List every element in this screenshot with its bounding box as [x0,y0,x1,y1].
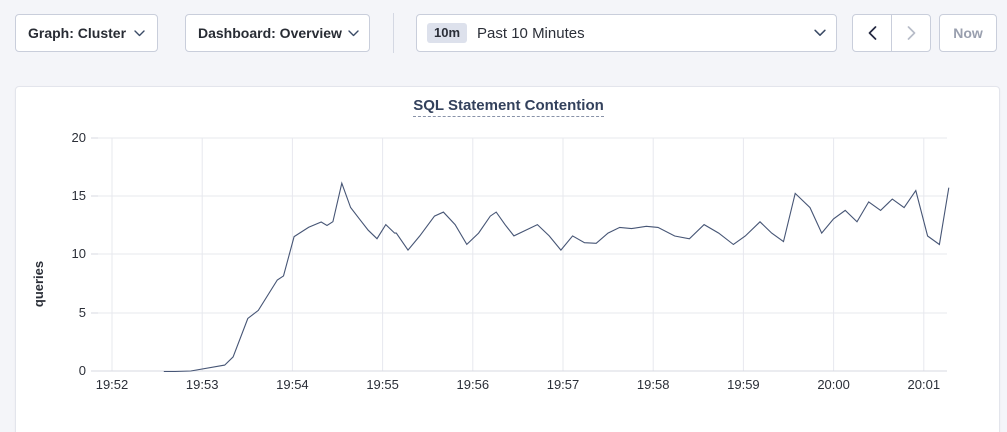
svg-text:19:58: 19:58 [637,377,670,392]
svg-text:20:01: 20:01 [908,377,941,392]
svg-text:queries: queries [31,261,46,307]
svg-text:0: 0 [79,363,86,378]
svg-text:20:00: 20:00 [817,377,850,392]
svg-text:19:55: 19:55 [366,377,399,392]
svg-text:19:56: 19:56 [457,377,490,392]
svg-text:19:54: 19:54 [276,377,309,392]
svg-text:19:57: 19:57 [547,377,580,392]
svg-text:15: 15 [72,188,86,203]
svg-text:20: 20 [72,130,86,145]
svg-text:19:52: 19:52 [96,377,129,392]
svg-text:10: 10 [72,246,86,261]
svg-text:19:53: 19:53 [186,377,219,392]
svg-text:19:59: 19:59 [727,377,760,392]
svg-text:5: 5 [79,305,86,320]
